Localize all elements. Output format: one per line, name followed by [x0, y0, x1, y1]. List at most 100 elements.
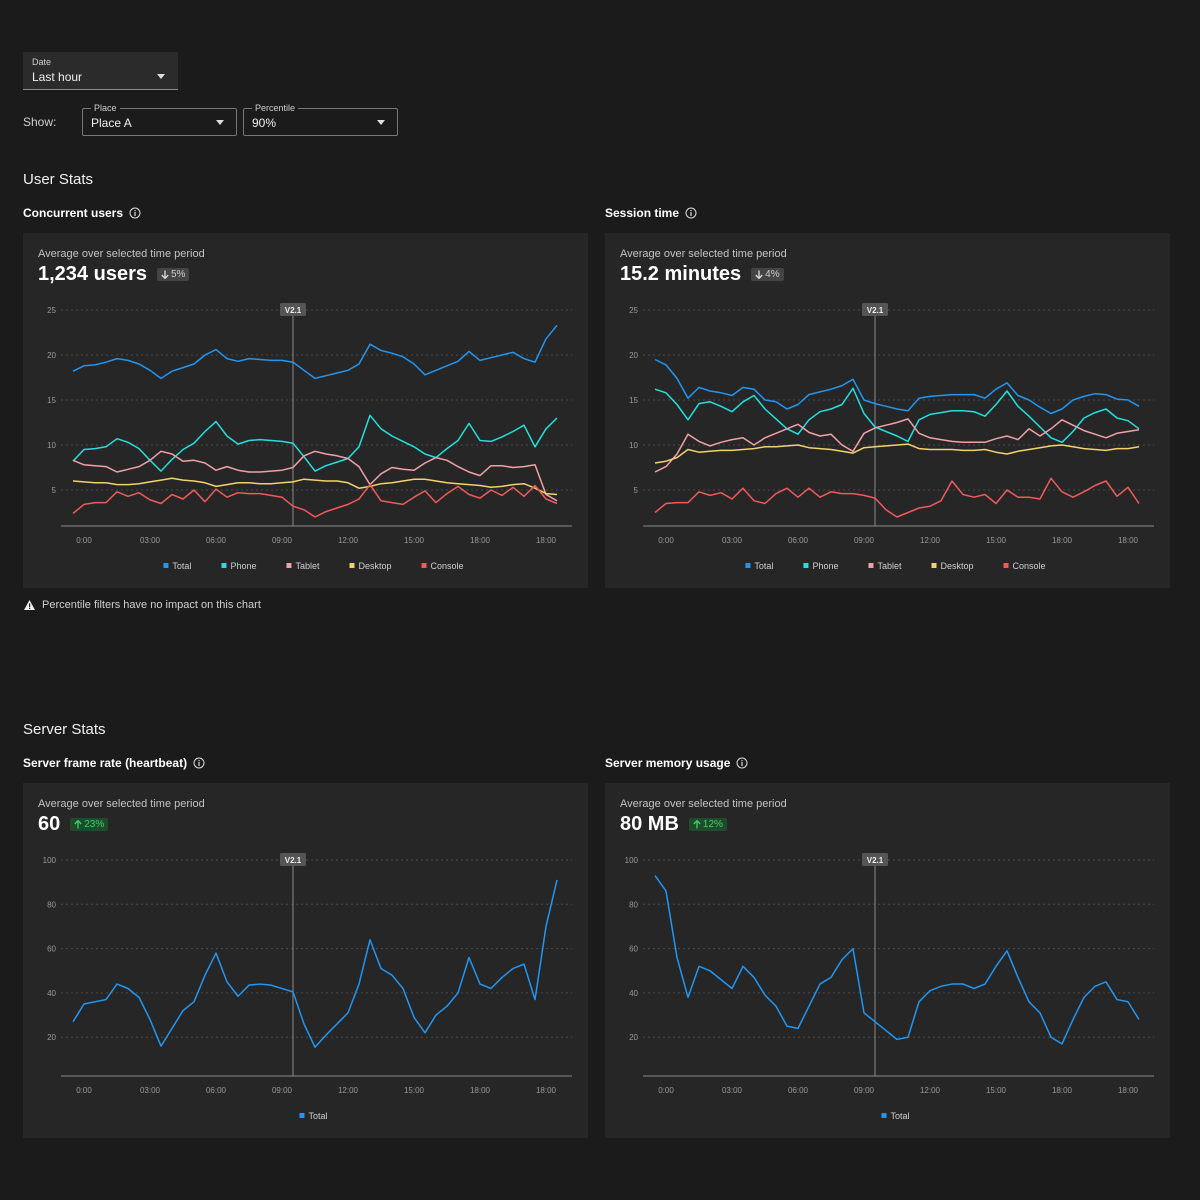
y-tick-label: 80 — [47, 900, 56, 909]
version-badge — [280, 303, 306, 316]
x-tick-label: 18:00 — [470, 536, 491, 545]
card: 20 40 60 80 100 0:00 03:00 06:00 09:00 12:00 15:00… — [605, 783, 1170, 1138]
legend-item: Tablet — [286, 561, 320, 571]
x-tick-label: 12:00 — [920, 536, 941, 545]
legend-item: Console — [1003, 561, 1046, 571]
headline-row: 1,234 users 5% — [38, 263, 190, 286]
info-icon — [736, 757, 748, 769]
card: 5 10 15 20 25 0:00 03:00 06:00 09:00 12:00 15:00 18… — [605, 233, 1170, 588]
arrow-shape — [74, 820, 82, 829]
x-tick-label: 06:00 — [206, 536, 227, 545]
legend-label: Total — [308, 1111, 327, 1121]
x-tick-label: 09:00 — [272, 536, 293, 545]
y-tick-label: 60 — [629, 945, 638, 954]
series-line — [654, 477, 1140, 518]
version-label: V2.1 — [867, 306, 884, 315]
x-tick-label: 12:00 — [920, 1086, 941, 1095]
place-dropdown[interactable]: Place Place A — [82, 103, 237, 136]
card-title-text: Concurrent users — [23, 206, 124, 220]
info-dot — [690, 210, 692, 212]
x-tick-label: 09:00 — [854, 536, 875, 545]
date-dropdown[interactable]: Date Last hour — [23, 52, 178, 90]
legend-item: Total — [163, 561, 191, 571]
card-title: Concurrent users — [23, 203, 588, 223]
series-line — [654, 443, 1140, 464]
note: Percentile filters have no impact on thi… — [24, 599, 261, 611]
change-badge: 23% — [70, 818, 109, 831]
info-stem — [134, 212, 136, 216]
legend-item: Tablet — [868, 561, 902, 571]
change-label: 12% — [702, 819, 723, 830]
card-title: Server frame rate (heartbeat) — [23, 753, 588, 773]
legend-swatch — [931, 563, 937, 568]
dropdown-label: Place — [91, 103, 120, 113]
legend-item: Phone — [803, 561, 838, 571]
dropdown-label: Percentile — [252, 103, 299, 113]
change-label: 5% — [170, 269, 186, 280]
info-dot — [198, 760, 200, 762]
legend-item: Total — [745, 561, 773, 571]
legend-label: Phone — [812, 561, 838, 571]
info-ring — [685, 207, 697, 219]
legend-swatch — [221, 563, 227, 568]
x-tick-label: 12:00 — [338, 536, 359, 545]
arrow-shape — [693, 820, 701, 829]
y-tick-label: 10 — [47, 441, 56, 450]
version-badge — [280, 853, 306, 866]
change-arrow — [161, 270, 169, 279]
legend-label: Console — [431, 561, 464, 571]
legend-swatch — [803, 563, 809, 568]
dropdown-value: Last hour — [32, 70, 83, 84]
x-tick-label: 15:00 — [986, 1086, 1007, 1095]
percentile-dropdown[interactable]: Percentile 90% — [243, 103, 398, 136]
headline: 15.2 minutes — [620, 263, 742, 285]
x-tick-label: 03:00 — [140, 1086, 161, 1095]
chart: 5 10 15 20 25 0:00 03:00 06:00 09:00 12:00 15:00 18… — [629, 303, 1154, 571]
y-tick-label: 5 — [634, 486, 639, 495]
y-tick-label: 60 — [47, 945, 56, 954]
y-tick-label: 15 — [629, 396, 638, 405]
y-tick-label: 25 — [629, 306, 638, 315]
headline: 1,234 users — [38, 263, 147, 285]
series-line — [654, 358, 1140, 415]
info-dot — [134, 210, 136, 212]
x-tick-label: 18:00 — [470, 1086, 491, 1095]
y-tick-label: 15 — [47, 396, 56, 405]
card-title: Session time — [605, 203, 1170, 223]
stat-block: Session time 5 10 15 20 25 0:00 03:00 06:00 09:00… — [605, 203, 1170, 588]
change-label: 23% — [84, 819, 105, 830]
change-arrow — [74, 820, 82, 829]
change-arrow — [693, 820, 701, 829]
legend-item: Desktop — [349, 561, 392, 571]
legend-label: Phone — [230, 561, 256, 571]
version-label: V2.1 — [867, 856, 884, 865]
headline-row: 15.2 minutes 4% — [620, 263, 784, 286]
caption: Average over selected time period — [620, 798, 787, 810]
y-tick-label: 40 — [629, 989, 638, 998]
change-arrow — [755, 270, 763, 279]
caption: Average over selected time period — [38, 248, 205, 260]
headline: 60 — [38, 813, 61, 835]
arrow-shape — [755, 270, 763, 279]
card-title-text: Session time — [605, 206, 680, 220]
legend-item: Phone — [221, 561, 256, 571]
legend-label: Console — [1013, 561, 1046, 571]
card: 20 40 60 80 100 0:00 03:00 06:00 09:00 12:00 15:00… — [23, 783, 588, 1138]
headline: 80 MB — [620, 813, 679, 835]
x-tick-label: 06:00 — [788, 1086, 809, 1095]
series-line — [654, 418, 1140, 473]
version-label: V2.1 — [285, 856, 302, 865]
legend-swatch — [421, 563, 427, 568]
chart: 20 40 60 80 100 0:00 03:00 06:00 09:00 12:00 15:00… — [625, 853, 1154, 1121]
series-line — [72, 450, 558, 502]
change-badge: 4% — [751, 268, 784, 281]
legend-item: Total — [881, 1111, 910, 1121]
legend-swatch — [163, 563, 169, 568]
legend-item: Total — [299, 1111, 328, 1121]
x-tick-label: 18:00 — [1118, 536, 1139, 545]
series-line — [72, 477, 558, 496]
info-icon — [685, 207, 697, 219]
stat-block: Server frame rate (heartbeat) 20 40 60 80 100… — [23, 753, 588, 1138]
legend-swatch — [286, 563, 292, 568]
